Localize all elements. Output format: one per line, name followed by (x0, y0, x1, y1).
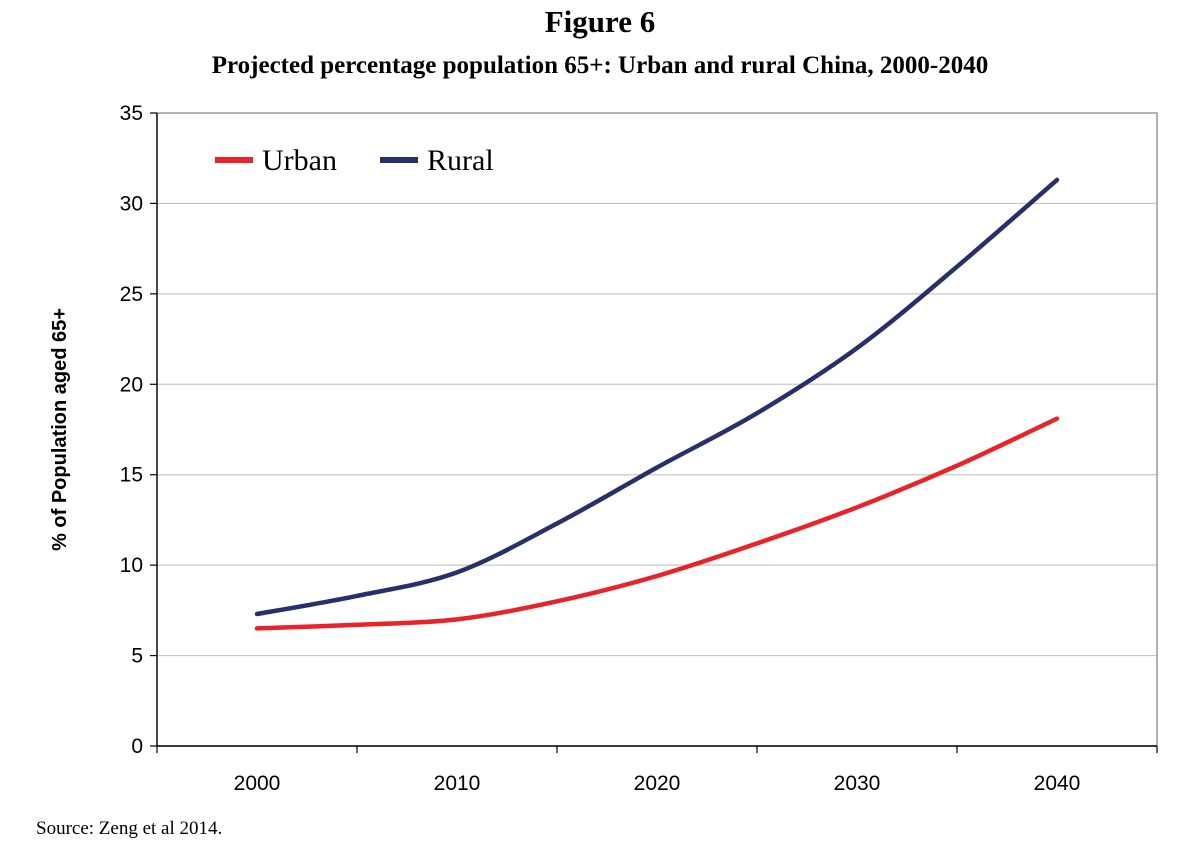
y-tick-label: 15 (120, 464, 143, 487)
legend: Urban Rural (215, 144, 494, 177)
series-line-rural (254, 177, 1060, 617)
y-tick-label: 5 (131, 645, 143, 668)
plot-area-frame (156, 112, 1158, 747)
source-note: Source: Zeng et al 2014. (36, 818, 223, 839)
chart-title: Projected percentage population 65+: Urb… (211, 52, 989, 79)
y-tick-label: 35 (120, 102, 143, 125)
legend-label-rural: Rural (427, 144, 494, 177)
axes: 0 5 10 15 20 25 30 35 2000 2010 2020 2030 2040 (120, 102, 1158, 795)
y-tick-label: 20 (120, 373, 143, 396)
y-tick-label: 10 (120, 554, 143, 577)
x-tick-label: 2020 (634, 772, 681, 795)
y-tick-label: 30 (120, 192, 143, 215)
series-line-urban (254, 416, 1060, 631)
y-axis-label: % of Population aged 65+ (49, 308, 71, 551)
legend-label-urban: Urban (262, 144, 337, 177)
figure-label: Figure 6 (544, 4, 656, 39)
x-tick-label: 2040 (1034, 772, 1081, 795)
series-lines (254, 177, 1060, 631)
x-tick-label: 2030 (834, 772, 881, 795)
x-tick-label: 2000 (234, 772, 281, 795)
y-tick-label: 0 (131, 735, 143, 758)
gridlines (157, 202, 1157, 657)
y-tick-label: 25 (120, 283, 143, 306)
x-tick-label: 2010 (434, 772, 481, 795)
